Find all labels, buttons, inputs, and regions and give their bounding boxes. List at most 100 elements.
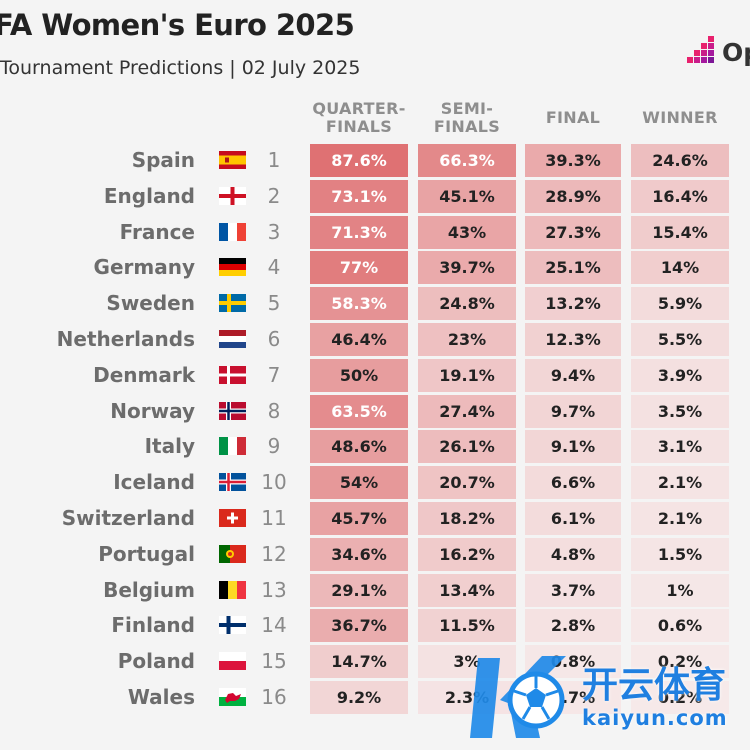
table-row: Sweden 5 58.3% 24.8% 13.2% 5.9% (0, 287, 750, 321)
team-name: Germany (93, 255, 195, 280)
poland-flag-icon (219, 652, 246, 670)
portugal-flag-icon (219, 545, 246, 563)
column-header-final: FINAL (525, 95, 621, 141)
team-name: France (119, 219, 195, 244)
final-cell: 28.9% (525, 179, 621, 213)
table-row: Italy 9 48.6% 26.1% 9.1% 3.1% (0, 430, 750, 464)
team-name: Netherlands (56, 327, 195, 351)
team-rank: 12 (261, 541, 287, 566)
final-cell: 6.1% (525, 502, 621, 535)
quarter-finals-cell: 34.6% (310, 537, 408, 571)
table-row: England 2 73.1% 45.1% 28.9% 16.4% (0, 179, 750, 213)
team-name: Poland (117, 649, 195, 674)
table-row: Switzerland 11 45.7% 18.2% 6.1% 2.1% (0, 502, 750, 535)
finland-flag-icon (219, 616, 246, 634)
column-header-label: FINAL (545, 107, 601, 127)
belgium-flag-icon (219, 581, 246, 599)
semi-finals-cell: 19.1% (418, 358, 516, 392)
winner-cell: 24.6% (631, 144, 729, 177)
final-cell: 25.1% (525, 251, 621, 285)
table-row: Iceland 10 54% 20.7% 6.6% 2.1% (0, 466, 750, 500)
winner-cell: 14% (631, 251, 729, 285)
final-cell: 9.4% (525, 358, 621, 392)
quarter-finals-cell: 54% (310, 466, 408, 500)
semi-finals-cell: 66.3% (418, 144, 516, 177)
table-row: France 3 71.3% 43% 27.3% 15.4% (0, 215, 750, 249)
semi-finals-cell: 11.5% (418, 609, 516, 643)
team-rank: 9 (267, 434, 281, 459)
table-row: Belgium 13 29.1% 13.4% 3.7% 1% (0, 573, 750, 607)
semi-finals-cell: 20.7% (418, 466, 516, 500)
switzerland-flag-icon (219, 509, 246, 527)
team-name: Italy (144, 434, 195, 459)
winner-cell: 2.1% (631, 466, 729, 500)
column-header-winner: WINNER (631, 95, 729, 141)
semi-finals-cell: 2.3% (418, 681, 516, 714)
winner-cell: 0.6% (631, 609, 729, 643)
winner-cell: 3.9% (631, 358, 729, 392)
team-name: Wales (127, 685, 195, 709)
final-cell: 39.3% (525, 144, 621, 177)
england-flag-icon (219, 187, 246, 205)
wales-flag-icon (219, 688, 246, 706)
final-cell: 13.2% (525, 287, 621, 321)
winner-cell: 5.5% (631, 323, 729, 356)
team-rank: 5 (267, 291, 281, 316)
quarter-finals-cell: 36.7% (310, 609, 408, 643)
team-rank: 2 (267, 183, 281, 208)
winner-cell: 2.1% (631, 502, 729, 535)
team-name: Iceland (113, 470, 195, 495)
semi-finals-cell: 16.2% (418, 537, 516, 571)
team-rank: 16 (261, 685, 287, 709)
table-row: Portugal 12 34.6% 16.2% 4.8% 1.5% (0, 537, 750, 571)
final-cell: 4.8% (525, 537, 621, 571)
winner-cell: 3.5% (631, 394, 729, 428)
semi-finals-cell: 23% (418, 323, 516, 356)
quarter-finals-cell: 46.4% (310, 323, 408, 356)
team-rank: 4 (267, 255, 281, 280)
opta-dots-icon (687, 36, 714, 63)
team-rank: 1 (267, 148, 281, 172)
quarter-finals-cell: 48.6% (310, 430, 408, 464)
table-row: Germany 4 77% 39.7% 25.1% 14% (0, 251, 750, 285)
table-row: Wales 16 9.2% 2.3% 0.7% 0.2% (0, 681, 750, 714)
germany-flag-icon (219, 258, 246, 276)
team-name: Sweden (106, 291, 195, 316)
quarter-finals-cell: 14.7% (310, 645, 408, 679)
final-cell: 12.3% (525, 323, 621, 356)
winner-cell: 5.9% (631, 287, 729, 321)
quarter-finals-cell: 9.2% (310, 681, 408, 714)
quarter-finals-cell: 29.1% (310, 573, 408, 607)
team-rank: 3 (267, 219, 281, 244)
winner-cell: 0.2% (631, 645, 729, 679)
column-header-semi-finals: SEMI- FINALS (418, 95, 516, 141)
team-rank: 14 (261, 613, 287, 638)
norway-flag-icon (219, 402, 246, 420)
team-rank: 13 (261, 577, 287, 602)
final-cell: 0.8% (525, 645, 621, 679)
team-rank: 11 (261, 506, 287, 530)
team-name: Spain (131, 148, 195, 172)
table-row: Poland 15 14.7% 3% 0.8% 0.2% (0, 645, 750, 679)
team-rank: 10 (261, 470, 287, 495)
table-row: Spain 1 87.6% 66.3% 39.3% 24.6% (0, 144, 750, 177)
semi-finals-cell: 18.2% (418, 502, 516, 535)
final-cell: 27.3% (525, 215, 621, 249)
final-cell: 3.7% (525, 573, 621, 607)
quarter-finals-cell: 71.3% (310, 215, 408, 249)
denmark-flag-icon (219, 366, 246, 384)
team-rank: 8 (267, 398, 281, 423)
team-name: Norway (110, 398, 195, 423)
team-name: Finland (111, 613, 195, 638)
netherlands-flag-icon (219, 330, 246, 348)
column-header-label: WINNER (642, 107, 718, 127)
page-title: FA Women's Euro 2025 (0, 8, 355, 42)
team-rank: 15 (261, 649, 287, 674)
opta-logo: Op (682, 34, 750, 70)
spain-flag-icon (219, 151, 246, 169)
semi-finals-cell: 45.1% (418, 179, 516, 213)
team-name: England (103, 183, 195, 208)
sweden-flag-icon (219, 294, 246, 312)
iceland-flag-icon (219, 473, 246, 491)
france-flag-icon (219, 223, 246, 241)
